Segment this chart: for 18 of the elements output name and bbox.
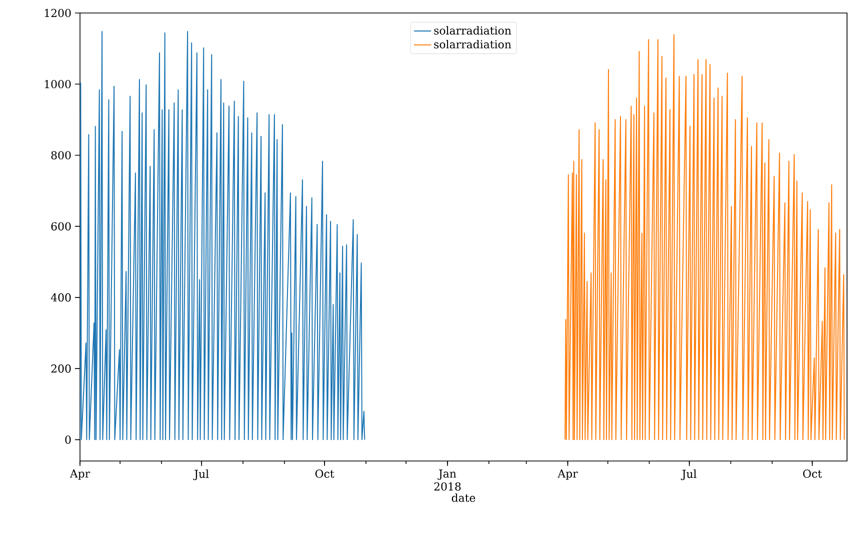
- y-tick-label: 800: [51, 151, 71, 160]
- y-tick-label: 0: [65, 436, 71, 444]
- x-tick-label: Apr: [70, 470, 90, 480]
- y-tick-label: 400: [50, 293, 71, 302]
- y-tick-label: 200: [51, 364, 71, 373]
- x-axis-title: date: [452, 493, 476, 502]
- x-tick-label: Apr: [558, 470, 578, 480]
- x-tick-label: Jul: [193, 470, 209, 480]
- line-series: [80, 30, 366, 440]
- y-tick-label: 1000: [44, 80, 71, 88]
- x-tick-label: Oct: [803, 470, 822, 478]
- y-tick-label: 1200: [44, 8, 71, 18]
- x-tick-label: Oct: [315, 470, 334, 478]
- legend-label: solarradiation: [434, 40, 512, 48]
- legend-label: solarradiation: [434, 26, 512, 35]
- line-series: [564, 34, 845, 440]
- y-tick-label: 600: [51, 222, 71, 230]
- x-tick-label: Jul: [680, 470, 696, 480]
